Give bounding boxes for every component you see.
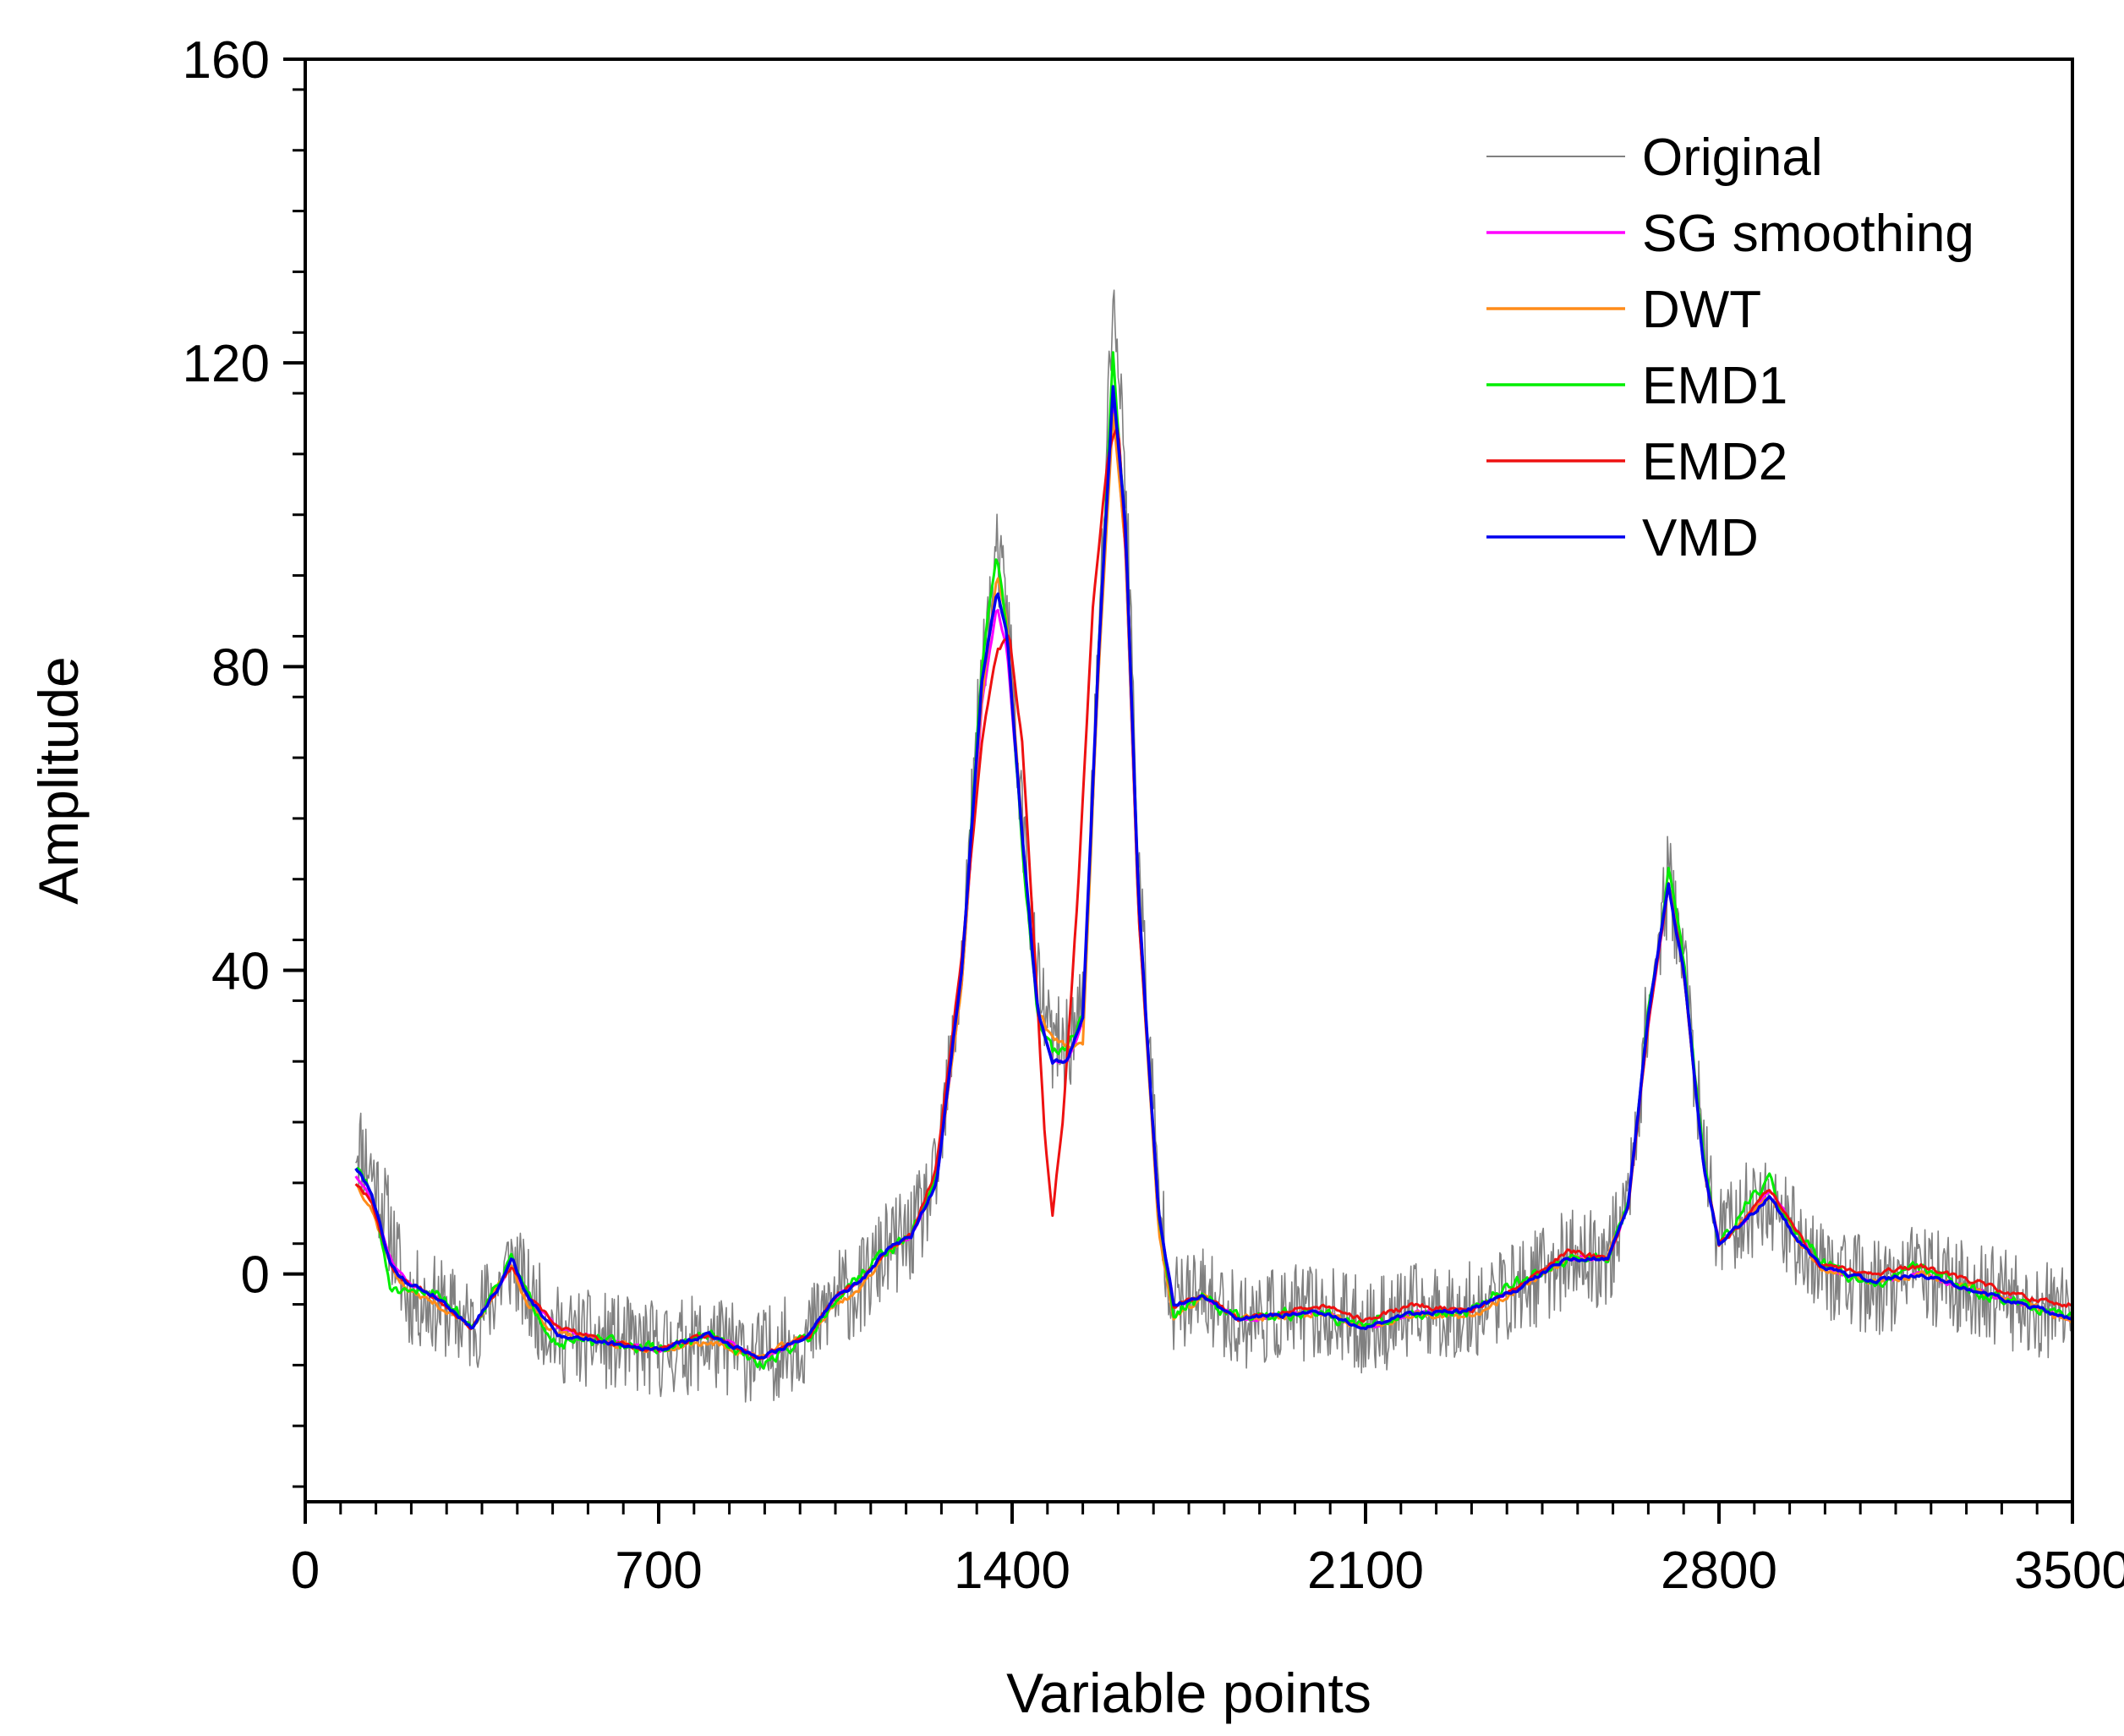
series-line-vmd — [354, 385, 2073, 1360]
series-line-sg-smoothing — [354, 398, 2073, 1361]
y-tick-label: 80 — [211, 638, 270, 697]
x-tick-label: 1400 — [954, 1542, 1070, 1600]
x-tick-label: 0 — [291, 1542, 320, 1600]
x-tick-label: 2100 — [1307, 1542, 1424, 1600]
x-tick-label: 2800 — [1661, 1542, 1777, 1600]
series-line-emd2 — [354, 427, 2073, 1361]
legend-label-emd1: EMD1 — [1642, 357, 1787, 415]
legend-label-dwt: DWT — [1642, 281, 1761, 339]
series-line-emd1 — [354, 351, 2074, 1370]
x-tick-label: 700 — [615, 1542, 702, 1600]
legend: Original SG smoothing DWT EMD1 EMD2 VMD — [1486, 129, 1974, 567]
y-tick-label: 40 — [211, 942, 270, 1000]
legend-label-emd2: EMD2 — [1642, 433, 1787, 491]
series-line-dwt — [354, 413, 2073, 1358]
x-tick-label: 3500 — [2014, 1542, 2124, 1600]
series-line-original — [355, 289, 2073, 1403]
legend-label-vmd: VMD — [1642, 509, 1759, 567]
tick-label-layer: 0 700 1400 2100 2800 3500 0 40 80 120 160 — [183, 31, 2124, 1600]
y-tick-label: 0 — [241, 1246, 270, 1305]
x-axis-title: Variable points — [1006, 1662, 1371, 1724]
y-tick-label: 120 — [183, 335, 270, 393]
legend-label-sg-smoothing: SG smoothing — [1642, 205, 1974, 263]
y-tick-label: 160 — [183, 31, 270, 90]
legend-label-original: Original — [1642, 129, 1823, 187]
y-axis-title: Amplitude — [27, 656, 90, 905]
series-layer — [354, 289, 2074, 1403]
ticks-layer — [283, 58, 2074, 1524]
